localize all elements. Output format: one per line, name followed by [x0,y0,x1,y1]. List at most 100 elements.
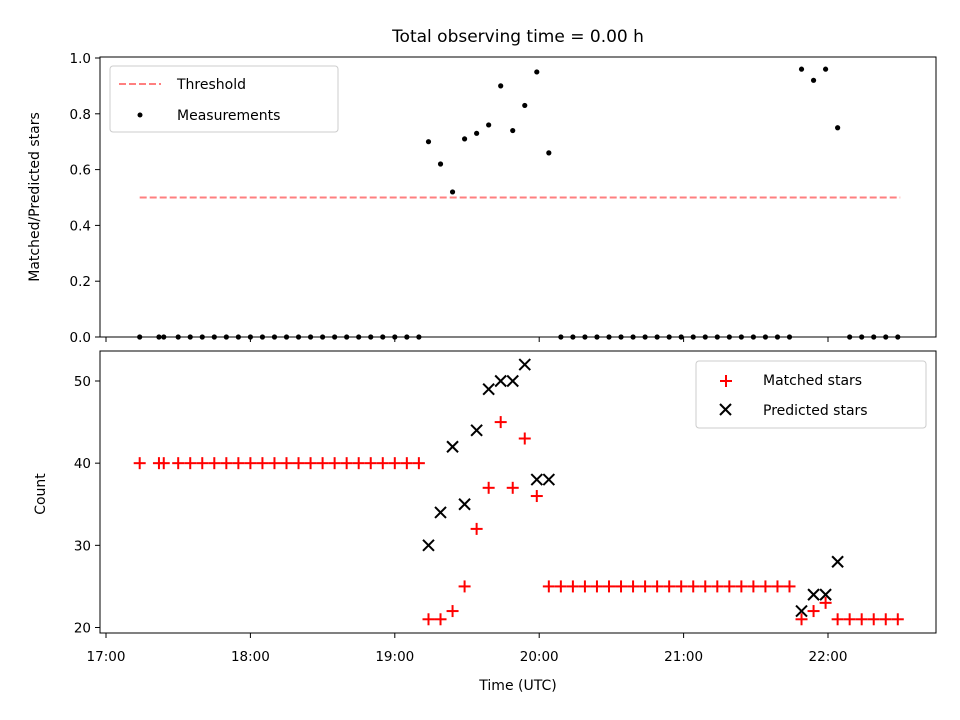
y-tick-label: 0.0 [70,330,91,346]
measurement-point [822,66,829,72]
legend-threshold-label: Threshold [176,77,246,93]
x-tick-label: 17:00 [87,649,126,665]
predicted-star-point [819,588,832,601]
matched-star-point [711,580,724,593]
measurement-point [425,139,432,145]
x-tick-label: 19:00 [375,649,414,665]
top-legend: Threshold Measurements [109,65,339,133]
top-axes-frame [99,56,937,338]
measurement-point [486,122,492,128]
predicted-star-point [458,498,471,511]
measurement-point [449,189,456,195]
legend-predicted-marker [719,403,732,416]
bottom-legend-frame [695,360,927,429]
y-tick-label: 0.8 [70,107,91,123]
measurement-point [534,69,540,75]
matched-star-point [244,457,257,470]
predicted-star-point [518,358,531,371]
matched-star-point [400,457,413,470]
matched-star-point [470,522,483,535]
matched-star-point [340,457,353,470]
matched-star-point [220,457,233,470]
predicted-star-point [422,539,435,552]
top-legend-frame [109,65,339,133]
predicted-star-point [482,383,495,396]
measurement-point [522,102,528,109]
matched-star-point [771,580,784,593]
matched-star-point [157,457,170,470]
predicted-star-point [807,588,820,601]
matched-star-point [566,580,579,593]
predicted-star-point [831,555,844,568]
matched-star-point [256,457,269,470]
bottom-axes-frame [99,350,937,634]
matched-star-point [687,580,700,593]
matched-star-point [819,596,832,609]
matched-star-point [232,457,245,470]
bottom-y-axis-label: Count [33,473,49,515]
measurement-point [474,130,480,136]
matched-star-point [196,457,209,470]
y-tick-label: 30 [74,538,91,554]
matched-star-point [723,580,736,593]
matched-star-point [434,613,447,626]
predicted-star-point [542,473,556,486]
y-tick-label: 1.0 [70,51,91,67]
y-tick-label: 0.4 [70,218,91,234]
measurement-point [510,127,516,134]
matched-star-point [482,481,495,494]
matched-star-point [364,457,377,470]
matched-star-point [747,580,760,593]
matched-star-point [184,457,197,470]
bottom-plot-area [133,358,904,626]
x-tick-label: 20:00 [520,649,559,665]
matched-star-point [554,580,567,593]
matched-star-point [316,457,329,470]
y-tick-label: 40 [74,456,91,472]
matched-star-point [208,457,221,470]
matched-star-point [867,613,880,626]
matched-star-point [627,580,640,593]
top-x-axis [105,337,829,342]
measurement-point [461,136,468,142]
legend-measurements-marker [137,112,143,118]
matched-star-point [795,613,808,626]
predicted-star-point [530,473,544,486]
matched-star-point [530,490,543,503]
top-y-axis: 0.0 0.2 0.4 0.6 0.8 1.0 [70,51,100,346]
matched-star-point [494,416,507,429]
matched-star-point [328,457,341,470]
matched-star-point [458,580,471,593]
predicted-star-point [795,604,808,618]
legend-matched-label: Matched stars [763,373,862,389]
legend-predicted-label: Predicted stars [763,403,868,419]
x-tick-label: 18:00 [231,649,270,665]
y-tick-label: 0.6 [70,163,91,179]
top-y-axis-label: Matched/Predicted stars [27,112,43,282]
top-panel: Total observing time = 0.00 h 0.00.20.40… [27,27,937,346]
legend-measurements-label: Measurements [177,108,280,124]
matched-star-point [783,580,796,593]
matched-star-point [446,605,459,618]
measurement-point [798,66,805,72]
legend-matched-marker [720,375,732,387]
matched-star-point [518,432,531,445]
measurement-point [437,161,444,167]
measurement-point [498,83,504,89]
y-tick-label: 20 [74,621,91,637]
predicted-star-point [434,506,447,519]
matched-star-point [133,457,146,470]
matched-star-point [699,580,712,593]
matched-star-point [590,580,603,593]
matched-star-point [578,580,591,593]
matched-star-point [879,613,892,626]
matched-star-point [422,613,435,626]
predicted-star-point [506,374,519,388]
matched-star-point [172,457,185,470]
matched-star-point [412,457,425,470]
measurement-point [810,77,817,83]
x-tick-label: 21:00 [664,649,703,665]
matched-star-point [843,613,856,626]
